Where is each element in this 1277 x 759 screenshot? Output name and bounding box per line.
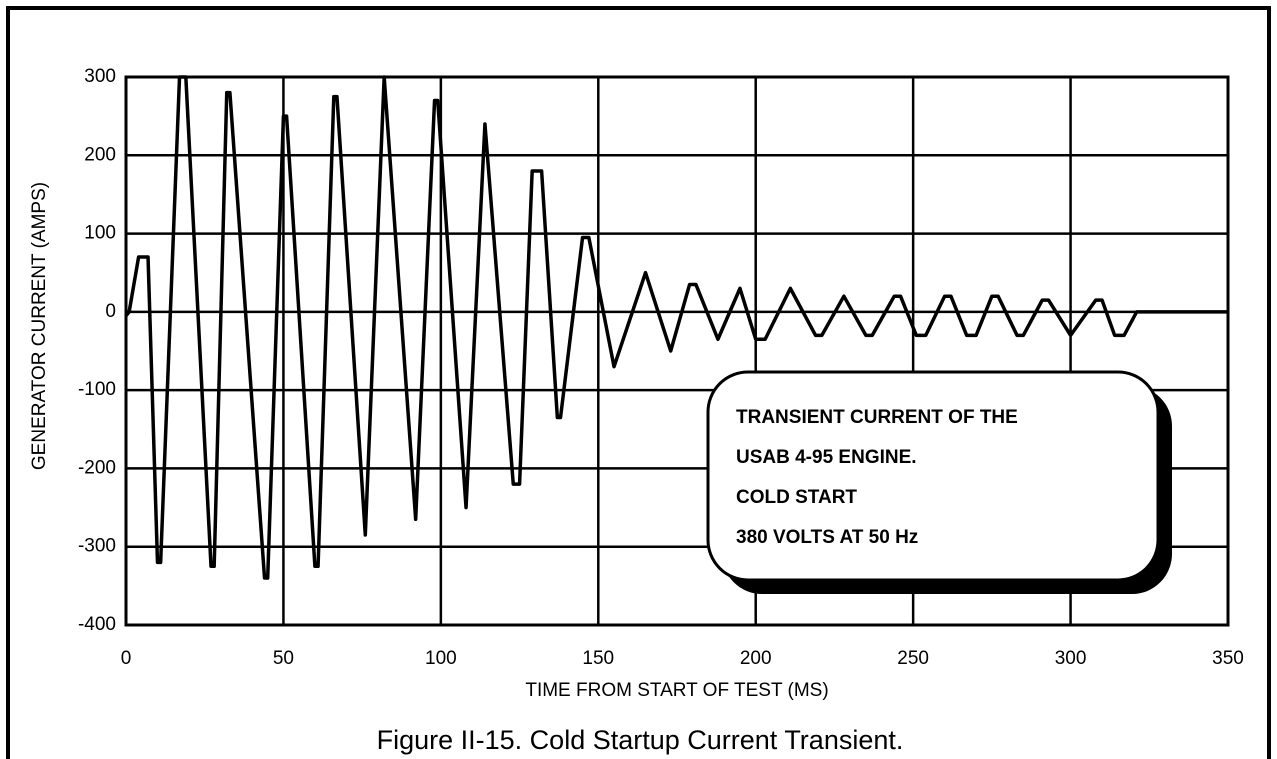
plot-border [124, 75, 1230, 627]
y-tick-label: -200 [78, 457, 116, 478]
y-axis-label: GENERATOR CURRENT (AMPS) [29, 182, 50, 470]
annotation-text: 380 VOLTS AT 50 Hz [736, 527, 918, 548]
y-tick-label: -100 [78, 379, 116, 400]
y-tick-label: -400 [78, 614, 116, 635]
x-tick-label: 350 [1212, 648, 1244, 669]
x-tick-label: 300 [1055, 648, 1087, 669]
x-tick-label: 0 [121, 648, 132, 669]
x-tick-label: 200 [740, 648, 772, 669]
y-tick-label: 0 [105, 301, 116, 322]
annotation-box [706, 370, 1160, 582]
data-line [124, 75, 1228, 580]
x-tick-label: 50 [273, 648, 294, 669]
chart-title: Figure II-15. Cold Startup Current Trans… [377, 725, 904, 755]
frame [6, 6, 1271, 759]
y-tick-label: -300 [78, 536, 116, 557]
y-tick-label: 100 [84, 223, 116, 244]
annotation-text: USAB 4-95 ENGINE. [736, 447, 917, 468]
x-tick-label: 100 [425, 648, 457, 669]
x-axis-label: TIME FROM START OF TEST (MS) [525, 680, 828, 701]
annotation-text: COLD START [736, 487, 857, 508]
y-tick-label: 300 [84, 66, 116, 87]
x-tick-label: 150 [582, 648, 614, 669]
x-tick-label: 250 [897, 648, 929, 669]
annotation-text: TRANSIENT CURRENT OF THE [736, 407, 1018, 428]
y-tick-label: 200 [84, 144, 116, 165]
